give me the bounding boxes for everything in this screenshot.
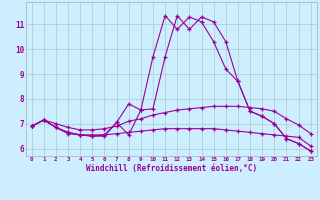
X-axis label: Windchill (Refroidissement éolien,°C): Windchill (Refroidissement éolien,°C) <box>86 164 257 173</box>
